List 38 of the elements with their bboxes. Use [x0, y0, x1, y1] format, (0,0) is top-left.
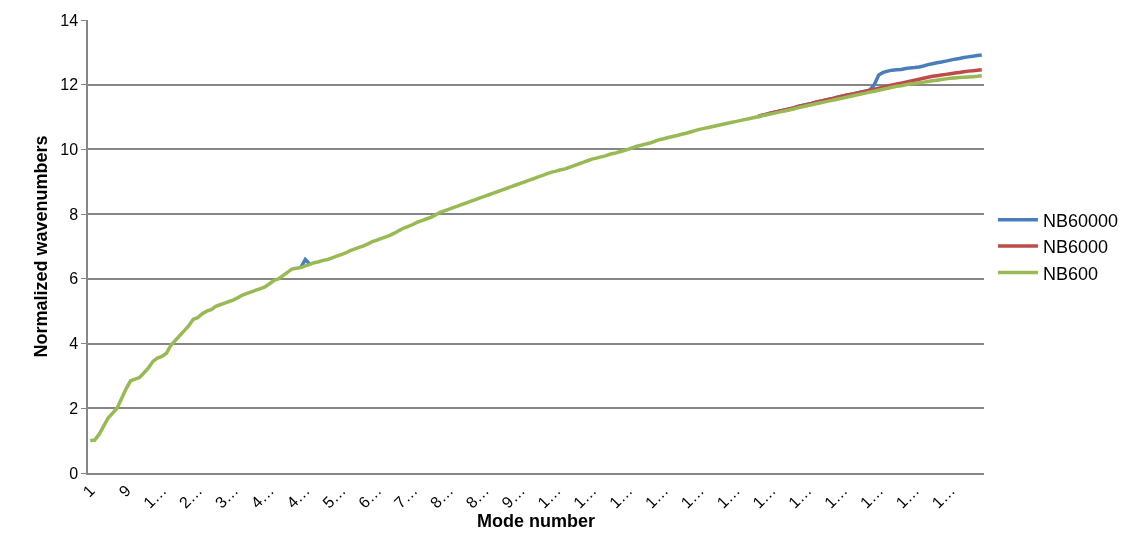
y-tick-label: 6: [69, 270, 79, 288]
x-tick-label: 1…: [785, 481, 815, 512]
x-tick-label: 5…: [319, 481, 349, 512]
y-tick-label: 10: [60, 141, 79, 159]
x-tick-label: 1…: [605, 481, 636, 512]
y-tick-label: 12: [60, 76, 79, 94]
x-tick-label: 6…: [355, 481, 385, 512]
x-tick-label: 1…: [641, 481, 672, 512]
x-tick-label: 1…: [677, 481, 708, 512]
x-tick-label: 9: [115, 481, 134, 501]
legend-label: NB600: [1042, 263, 1099, 284]
x-tick-label: 8…: [462, 481, 493, 512]
y-axis-title: Normalized wavenumbers: [30, 135, 51, 358]
x-tick-label: 1…: [892, 481, 923, 512]
legend-label: NB6000: [1042, 237, 1109, 258]
x-tick-label: 1…: [570, 481, 600, 512]
x-tick-label: 1…: [534, 481, 564, 512]
y-tick-label: 2: [69, 399, 79, 417]
x-tick-label: 1…: [140, 481, 170, 512]
y-tick-label: 0: [69, 464, 79, 482]
x-tick-label: 3…: [211, 481, 242, 512]
x-tick-label: 1…: [713, 481, 744, 512]
x-tick-label: 1…: [749, 481, 779, 512]
x-tick-label: 1…: [928, 481, 959, 512]
x-tick-label: 4…: [247, 481, 278, 512]
y-tick-label: 14: [60, 11, 79, 29]
x-tick-label: 1…: [821, 481, 851, 512]
x-tick-label: 1…: [856, 481, 887, 512]
x-tick-label: 1: [79, 481, 99, 501]
y-tick-label: 4: [69, 335, 79, 353]
y-tick-label: 8: [69, 205, 79, 223]
x-tick-label: 2…: [175, 481, 206, 512]
x-tick-label: 4…: [283, 481, 314, 512]
x-tick-label: 7…: [390, 481, 421, 512]
x-tick-label: 8…: [426, 481, 457, 512]
legend-label: NB60000: [1042, 210, 1119, 231]
x-axis-title: Mode number: [476, 511, 596, 532]
x-tick-label: 9…: [498, 481, 529, 512]
